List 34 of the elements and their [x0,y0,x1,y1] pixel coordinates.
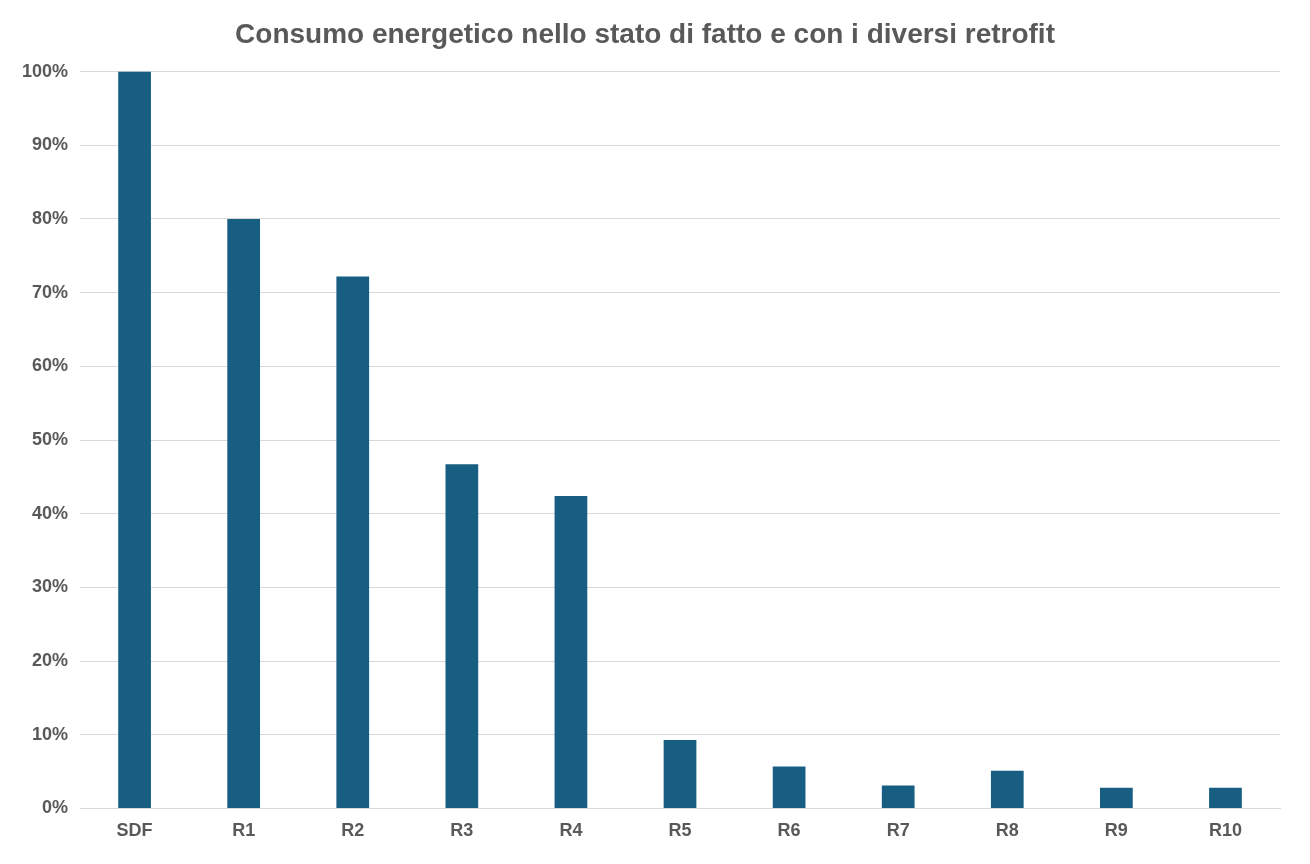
y-tick-label: 40% [32,502,69,523]
x-tick-label: R3 [450,820,474,841]
x-tick-label: R5 [668,820,692,841]
bar [554,496,588,808]
x-tick-label: R2 [341,820,365,841]
bar [1209,787,1242,808]
y-tick-label: 100% [21,60,69,81]
y-tick-label: 70% [32,281,69,302]
x-tick-label: R1 [232,820,256,841]
y-tick-label: 80% [32,207,69,228]
x-tick-label: R9 [1104,820,1128,841]
x-tick-label: R4 [559,820,583,841]
y-tick-label: 30% [32,576,69,597]
x-tick-label: R8 [995,820,1019,841]
chart-title: Consumo energetico nello stato di fatto e con i diversi retrofit [235,17,1055,49]
bar [663,739,697,808]
bar [1100,787,1133,808]
y-tick-label: 10% [32,723,69,744]
bar [990,770,1024,808]
bar [227,218,261,808]
bar [772,766,806,808]
x-tick-label: SDF [116,820,153,841]
bar [881,785,915,808]
x-tick-label: R7 [886,820,910,841]
bar [118,71,151,808]
y-tick-label: 90% [32,134,69,155]
y-tick-label: 50% [32,428,69,449]
y-tick-label: 60% [32,355,69,376]
x-tick-label: R6 [777,820,801,841]
bar [336,276,370,808]
bar [445,464,479,808]
x-tick-label: R10 [1208,820,1242,841]
y-tick-label: 20% [32,650,69,671]
y-tick-label: 0% [42,797,69,818]
